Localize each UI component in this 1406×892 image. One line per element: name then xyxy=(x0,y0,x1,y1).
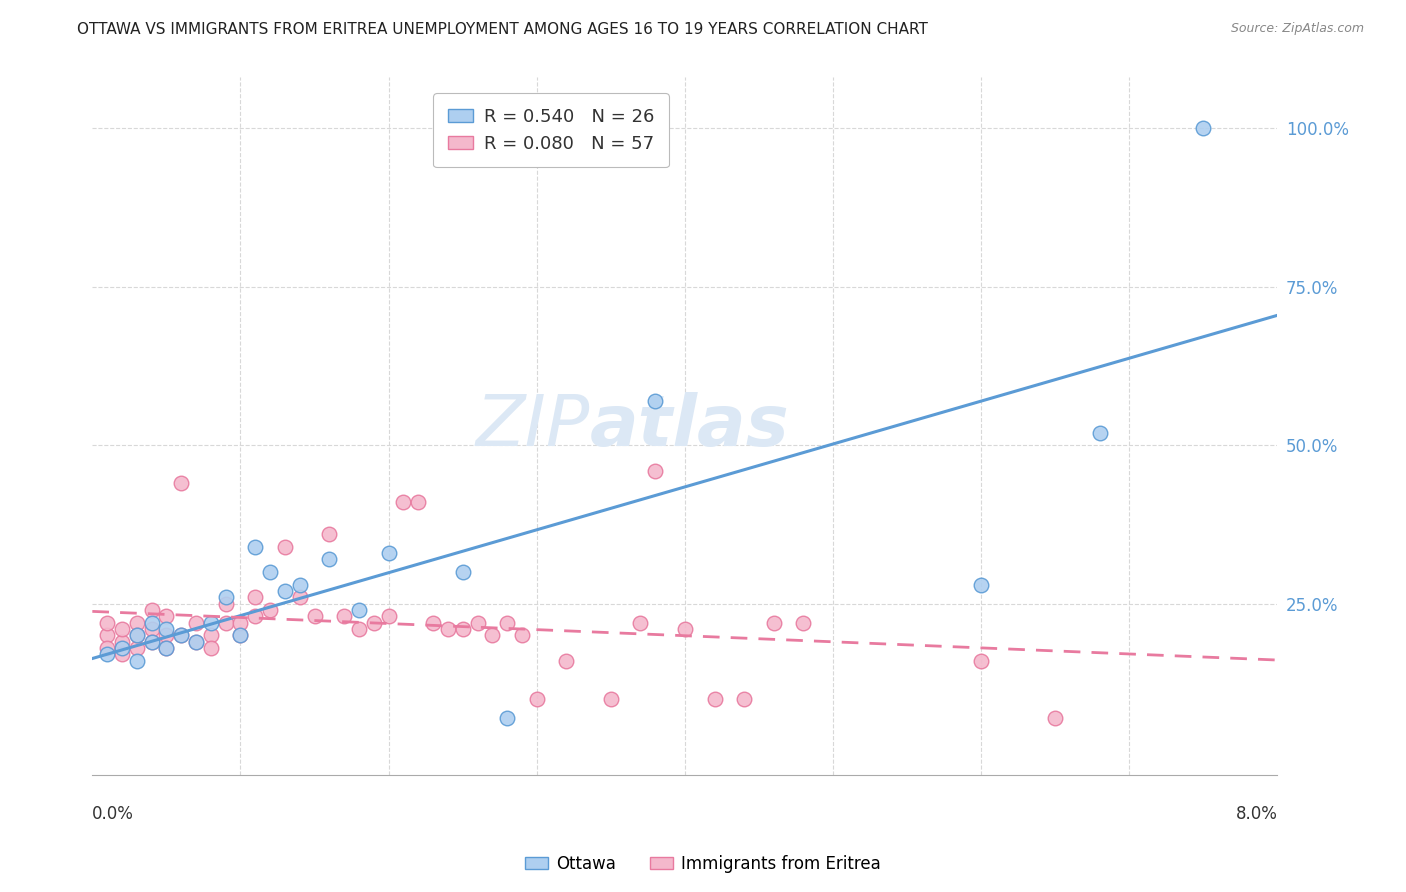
Point xyxy=(451,622,474,636)
Point xyxy=(347,622,370,636)
Text: Source: ZipAtlas.com: Source: ZipAtlas.com xyxy=(1230,22,1364,36)
Point xyxy=(125,615,148,630)
Point xyxy=(377,546,399,560)
Point xyxy=(644,393,666,408)
Point xyxy=(288,577,311,591)
Point xyxy=(318,527,340,541)
Point xyxy=(155,641,177,656)
Point xyxy=(259,565,281,579)
Text: 8.0%: 8.0% xyxy=(1236,805,1278,823)
Text: ZIP: ZIP xyxy=(475,392,591,460)
Point xyxy=(630,615,652,630)
Point xyxy=(510,628,533,642)
Point xyxy=(467,615,489,630)
Point xyxy=(1192,121,1215,136)
Point xyxy=(762,615,785,630)
Point xyxy=(496,711,519,725)
Point xyxy=(259,603,281,617)
Point xyxy=(333,609,356,624)
Point xyxy=(229,628,252,642)
Point xyxy=(481,628,503,642)
Point xyxy=(184,634,207,648)
Point xyxy=(155,622,177,636)
Point xyxy=(377,609,399,624)
Point xyxy=(970,654,993,668)
Point xyxy=(363,615,385,630)
Text: OTTAWA VS IMMIGRANTS FROM ERITREA UNEMPLOYMENT AMONG AGES 16 TO 19 YEARS CORRELA: OTTAWA VS IMMIGRANTS FROM ERITREA UNEMPL… xyxy=(77,22,928,37)
Point xyxy=(214,591,236,605)
Point xyxy=(406,495,429,509)
Point xyxy=(184,634,207,648)
Point xyxy=(125,654,148,668)
Point xyxy=(599,691,621,706)
Point xyxy=(96,641,118,656)
Point xyxy=(274,584,297,599)
Point xyxy=(229,628,252,642)
Point xyxy=(422,615,444,630)
Point xyxy=(125,641,148,656)
Point xyxy=(245,591,267,605)
Legend: Ottawa, Immigrants from Eritrea: Ottawa, Immigrants from Eritrea xyxy=(519,848,887,880)
Point xyxy=(245,540,267,554)
Point xyxy=(392,495,415,509)
Point xyxy=(437,622,460,636)
Point xyxy=(111,648,134,662)
Point xyxy=(141,634,163,648)
Point xyxy=(673,622,696,636)
Text: atlas: atlas xyxy=(591,392,790,460)
Point xyxy=(141,634,163,648)
Point xyxy=(155,641,177,656)
Point xyxy=(970,577,993,591)
Point xyxy=(141,622,163,636)
Point xyxy=(555,654,578,668)
Point xyxy=(733,691,755,706)
Point xyxy=(155,609,177,624)
Point xyxy=(703,691,725,706)
Point xyxy=(111,641,134,656)
Point xyxy=(96,615,118,630)
Point xyxy=(155,628,177,642)
Point xyxy=(792,615,814,630)
Point xyxy=(214,615,236,630)
Legend: R = 0.540   N = 26, R = 0.080   N = 57: R = 0.540 N = 26, R = 0.080 N = 57 xyxy=(433,94,669,168)
Point xyxy=(1045,711,1067,725)
Text: 0.0%: 0.0% xyxy=(93,805,134,823)
Point xyxy=(200,628,222,642)
Point xyxy=(451,565,474,579)
Point xyxy=(214,597,236,611)
Point xyxy=(496,615,519,630)
Point xyxy=(141,615,163,630)
Point xyxy=(125,628,148,642)
Point xyxy=(170,628,193,642)
Point xyxy=(96,648,118,662)
Point xyxy=(318,552,340,566)
Point xyxy=(96,628,118,642)
Point xyxy=(347,603,370,617)
Point xyxy=(170,476,193,491)
Point xyxy=(184,615,207,630)
Point xyxy=(526,691,548,706)
Point xyxy=(245,609,267,624)
Point xyxy=(125,628,148,642)
Point xyxy=(1088,425,1111,440)
Point xyxy=(141,603,163,617)
Point xyxy=(111,622,134,636)
Point xyxy=(274,540,297,554)
Point xyxy=(644,464,666,478)
Point xyxy=(200,641,222,656)
Point xyxy=(304,609,326,624)
Point xyxy=(200,615,222,630)
Point xyxy=(111,634,134,648)
Point xyxy=(170,628,193,642)
Point xyxy=(288,591,311,605)
Point xyxy=(229,615,252,630)
